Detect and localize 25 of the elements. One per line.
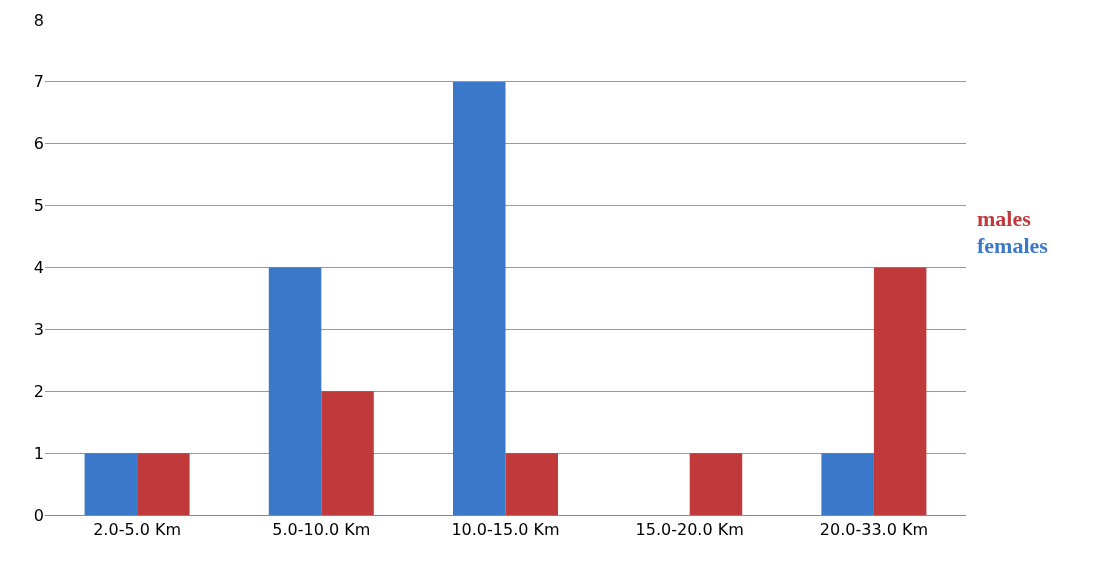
y-tick-label: 7 — [33, 72, 44, 92]
y-tick-label: 3 — [33, 319, 44, 339]
y-tick-label: 5 — [33, 196, 44, 216]
y-tick-label: 2 — [33, 381, 44, 401]
y-tick-label: 0 — [33, 505, 44, 525]
x-tick-label: 20.0-33.0 Km — [819, 520, 928, 540]
bar — [689, 453, 743, 515]
x-tick-label: 5.0-10.0 Km — [272, 520, 371, 540]
bar — [821, 453, 874, 515]
text: females — [977, 233, 1049, 258]
bar — [137, 453, 190, 515]
bar — [453, 81, 506, 515]
y-tick-label: 6 — [33, 134, 44, 154]
x-tick-label: 10.0-15.0 Km — [451, 520, 560, 540]
x-tick-label: 2.0-5.0 Km — [93, 520, 182, 540]
x-tick-label: 15.0-20.0 Km — [635, 520, 744, 540]
text: males — [977, 206, 1032, 231]
bar — [84, 453, 138, 515]
bar — [505, 453, 558, 515]
y-tick-label: 1 — [33, 443, 44, 463]
y-tick-label: 4 — [33, 258, 44, 278]
y-tick-label: 8 — [33, 10, 44, 30]
bar — [268, 267, 322, 515]
bar — [321, 391, 374, 515]
bar — [873, 267, 927, 515]
